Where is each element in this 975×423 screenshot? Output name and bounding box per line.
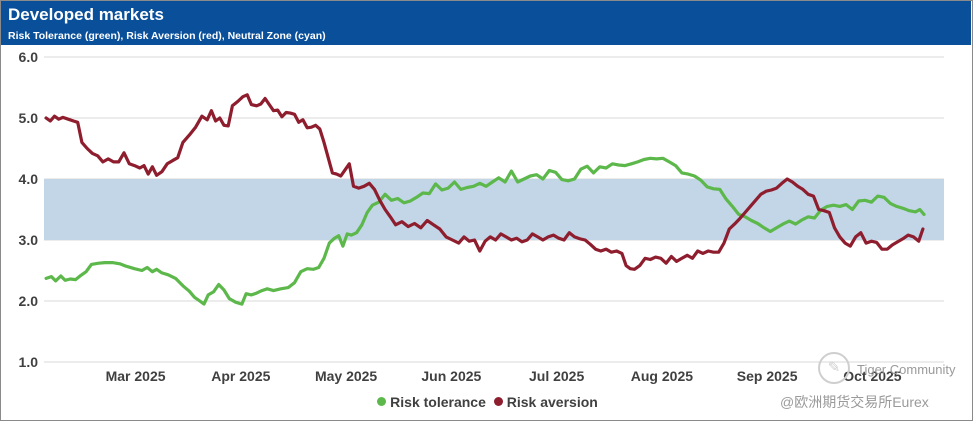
y-tick-label-2: 3.0 — [19, 232, 39, 248]
watermark-community: Tiger Community — [857, 362, 956, 377]
legend-label-risk-tolerance: Risk tolerance — [390, 394, 486, 410]
y-tick-label-0: 1.0 — [19, 354, 39, 370]
chart-title: Developed markets — [8, 5, 164, 24]
neutral-zone-band — [44, 179, 944, 240]
x-tick-label-2: May 2025 — [315, 368, 377, 384]
y-tick-label-3: 4.0 — [19, 171, 39, 187]
y-tick-label-5: 6.0 — [19, 49, 39, 65]
x-tick-label-0: Mar 2025 — [106, 368, 166, 384]
y-tick-label-4: 5.0 — [19, 110, 39, 126]
legend-dot-icon — [493, 397, 503, 406]
watermark-logo-icon: ✎ — [818, 352, 850, 384]
x-tick-label-6: Sep 2025 — [737, 368, 798, 384]
chart-subtitle: Risk Tolerance (green), Risk Aversion (r… — [8, 30, 326, 42]
neutral-zone-layer — [44, 179, 944, 240]
chart-legend: Risk tolerance Risk aversion — [0, 394, 975, 410]
x-tick-label-5: Aug 2025 — [631, 368, 693, 384]
watermark-handle: @欧洲期货交易所Eurex — [780, 394, 929, 410]
series-line-risk-aversion — [44, 93, 925, 271]
legend-item-risk-aversion[interactable]: Risk aversion — [493, 394, 598, 410]
legend-label-risk-aversion: Risk aversion — [506, 394, 598, 410]
x-tick-label-1: Apr 2025 — [211, 368, 270, 384]
x-tick-label-3: Jun 2025 — [421, 368, 481, 384]
y-tick-label-1: 2.0 — [19, 293, 39, 309]
series-line-risk-tolerance — [44, 156, 926, 306]
x-axis-tick-labels: Mar 2025 Apr 2025 May 2025 Jun 2025 Jul 2025… — [106, 368, 902, 384]
legend-item-risk-tolerance[interactable]: Risk tolerance — [377, 394, 486, 410]
chart-header: Developed markets Risk Tolerance (green)… — [1, 1, 971, 45]
series-layer — [44, 93, 926, 306]
legend-dot-icon — [377, 397, 387, 406]
x-tick-label-4: Jul 2025 — [529, 368, 584, 384]
x-tick-label-7: Oct 2025 — [843, 368, 902, 384]
y-axis-tick-labels: 1.0 2.0 3.0 4.0 5.0 6.0 — [19, 49, 39, 370]
